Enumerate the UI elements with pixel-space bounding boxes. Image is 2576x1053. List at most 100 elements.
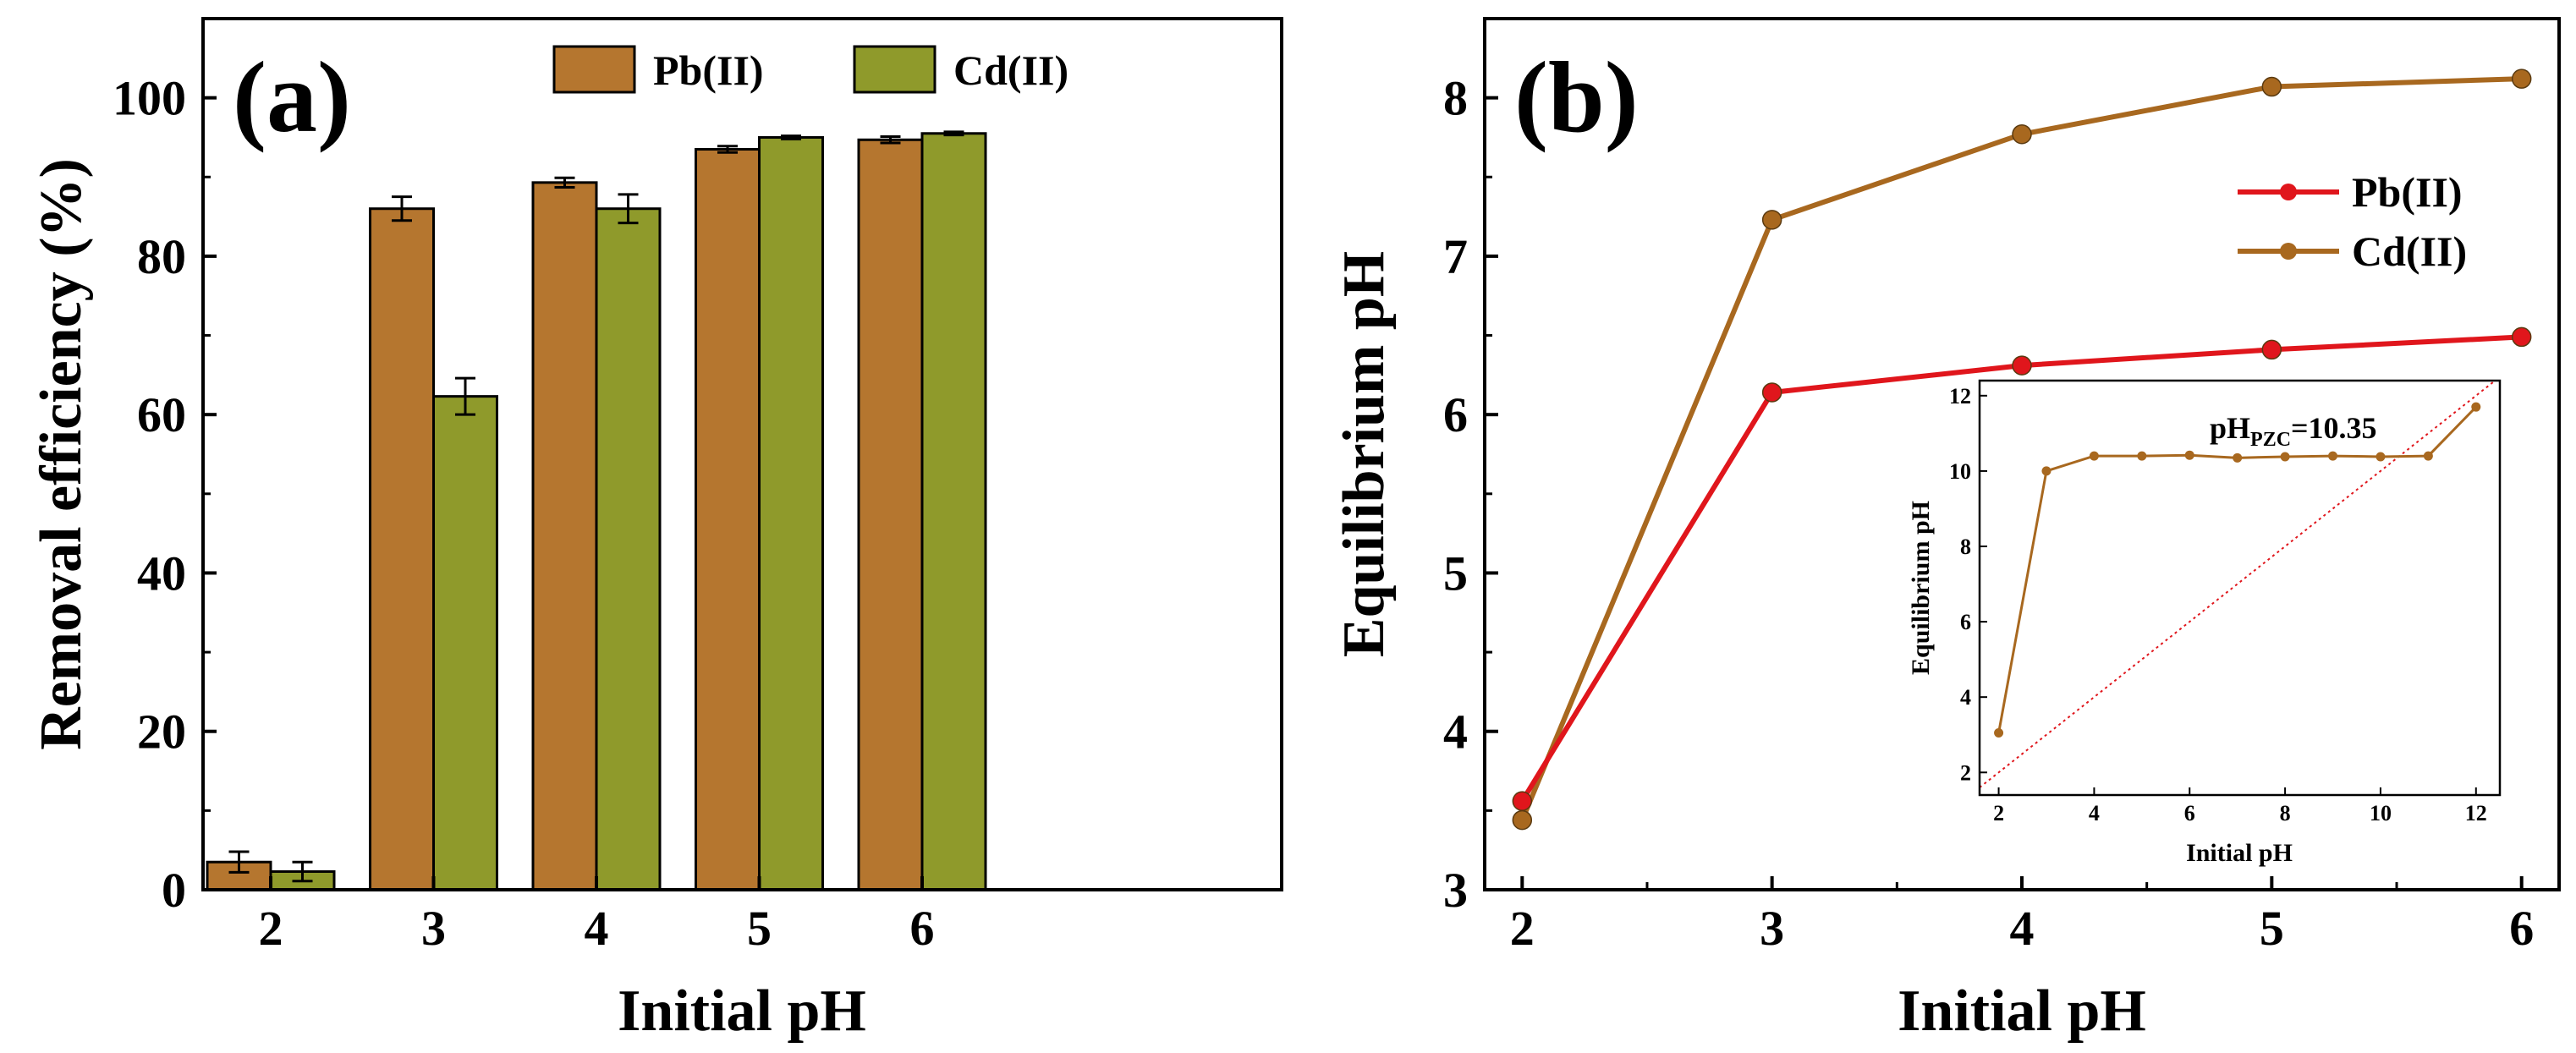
bar-cdii-ph5 (758, 135, 824, 891)
panel-b-label: (b) (1514, 41, 1639, 153)
inset-y-ticks: 2 4 6 8 10 12 (1949, 384, 1987, 785)
inset-point-ph10 (2376, 452, 2386, 462)
legend-swatch-pb (552, 45, 636, 94)
y-tick-label: 5 (1443, 546, 1468, 601)
x-tick-label: 3 (421, 901, 446, 956)
inset-point-ph7 (2233, 452, 2243, 463)
panel-a-y-ticks: 0 20 40 60 80 100 (113, 71, 217, 918)
point-cdii-ph2 (1512, 809, 1533, 831)
y-tick-label: 7 (1443, 229, 1468, 284)
point-cdii-ph4 (2012, 123, 2032, 145)
inset-y-tick-label: 2 (1960, 760, 1971, 785)
inset-chart: 2 4 6 8 10 12 2 4 6 8 10 12 pHPZC=10.35 Initial pH… (1907, 379, 2502, 867)
inset-reference-line (1979, 380, 2496, 788)
inset-y-tick-label: 10 (1949, 459, 1971, 484)
inset-point-ph11 (2423, 451, 2433, 461)
inset-y-tick-label: 4 (1960, 685, 1971, 710)
panel-b-plot-area (1512, 69, 2532, 831)
inset-annotation: pHPZC=10.35 (2210, 411, 2377, 451)
panel-b-x-axis-label: Initial pH (1898, 979, 2146, 1044)
inset-axes-frame (1978, 379, 2502, 797)
inset-background (1980, 381, 2500, 795)
panel-a-bar-chart: 0 20 40 60 80 100 2 3 4 5 6 (a) Initial pH Remova… (29, 17, 1283, 1044)
inset-x-tick-label: 12 (2465, 801, 2487, 825)
y-tick-label: 4 (1443, 705, 1468, 760)
inset-y-tick-label: 8 (1960, 535, 1971, 559)
inset-point-ph9 (2328, 451, 2338, 461)
legend-marker-pb (2280, 184, 2297, 200)
inset-annotation-sub: PZC (2250, 429, 2291, 451)
x-tick-label: 3 (1760, 901, 1784, 956)
inset-x-axis-label: Initial pH (2186, 839, 2293, 867)
point-cdii-ph6 (2511, 69, 2532, 89)
inset-y-tick-label: 6 (1960, 610, 1971, 634)
inset-point-ph12 (2471, 402, 2481, 412)
panel-b-line-chart: 3 4 5 6 7 8 2 3 4 5 6 (b) Initial pH Equilibrium … (1332, 17, 2561, 1044)
bar-pbii-ph6 (857, 138, 924, 891)
x-tick-label: 4 (585, 901, 609, 956)
inset-annotation-main: pH (2210, 411, 2250, 445)
inset-x-ticks: 2 4 6 8 10 12 (1993, 787, 2487, 825)
bar-pbii-ph5 (695, 148, 761, 891)
legend-label-pb: Pb(II) (2352, 168, 2463, 216)
inset-point-ph3 (2041, 466, 2051, 476)
inset-point-ph4 (2089, 451, 2099, 461)
panel-b-y-axis-label: Equilibrium pH (1332, 251, 1397, 657)
panel-a-axes-frame (201, 17, 1283, 891)
point-pbii-ph3 (1761, 382, 1782, 403)
inset-x-tick-label: 8 (2280, 801, 2291, 825)
inset-y-tick-label: 12 (1949, 384, 1971, 409)
inset-point-ph5 (2137, 451, 2147, 461)
legend-swatch-cd (853, 45, 936, 94)
panel-a-legend: Pb(II) Cd(II) (552, 45, 1068, 94)
y-tick-label: 60 (137, 387, 186, 442)
point-pbii-ph6 (2511, 326, 2532, 348)
x-tick-label: 5 (2260, 901, 2284, 956)
inset-point-ph8 (2280, 452, 2290, 462)
panel-a-y-axis-label: Removal efficiency (%) (29, 158, 94, 750)
x-tick-label: 2 (259, 901, 283, 956)
y-tick-label: 100 (113, 71, 186, 126)
y-tick-label: 8 (1443, 71, 1468, 126)
inset-annotation-value: =10.35 (2291, 411, 2377, 445)
point-cdii-ph5 (2261, 76, 2282, 97)
legend-label-pb: Pb(II) (653, 47, 764, 94)
bar-cdii-ph4 (595, 207, 662, 891)
legend-label-cd: Cd(II) (2352, 228, 2467, 275)
bar-pbii-ph4 (531, 181, 598, 891)
panel-b-y-ticks: 3 4 5 6 7 8 (1443, 71, 1498, 918)
bar-cdii-ph6 (920, 132, 987, 891)
x-tick-label: 6 (910, 901, 935, 956)
point-cdii-ph3 (1761, 210, 1782, 230)
panel-a-x-ticks: 2 3 4 5 6 (259, 876, 935, 956)
panel-a-plot-area (206, 130, 987, 891)
x-tick-label: 4 (2010, 901, 2035, 956)
inset-point-ph6 (2184, 450, 2194, 460)
bar-cdii-ph3 (432, 395, 498, 891)
point-pbii-ph5 (2261, 339, 2282, 360)
point-pbii-ph4 (2012, 355, 2032, 376)
inset-y-axis-label: Equilibrium pH (1907, 501, 1935, 675)
panel-b-x-ticks: 2 3 4 5 6 (1510, 876, 2534, 956)
inset-x-tick-label: 10 (2370, 801, 2392, 825)
panel-a-label: (a) (233, 41, 351, 153)
y-tick-label: 20 (137, 705, 186, 760)
point-pbii-ph2 (1512, 791, 1533, 811)
y-tick-label: 40 (137, 546, 186, 601)
inset-x-tick-label: 6 (2184, 801, 2195, 825)
y-tick-label: 0 (162, 863, 186, 918)
y-tick-label: 6 (1443, 387, 1468, 442)
bar-pbii-ph3 (369, 207, 435, 891)
inset-point-ph2 (1994, 728, 2004, 738)
legend-marker-cd (2280, 243, 2297, 260)
x-tick-label: 5 (747, 901, 772, 956)
inset-x-tick-label: 2 (1993, 801, 2004, 825)
panel-a-x-axis-label: Initial pH (618, 979, 866, 1044)
y-tick-label: 80 (137, 229, 186, 284)
y-tick-label: 3 (1443, 863, 1468, 918)
panel-b-legend: Pb(II) Cd(II) (2238, 168, 2467, 275)
inset-x-tick-label: 4 (2089, 801, 2100, 825)
x-tick-label: 6 (2509, 901, 2534, 956)
inset-plot-area (1979, 380, 2496, 788)
legend-label-cd: Cd(II) (953, 47, 1068, 94)
